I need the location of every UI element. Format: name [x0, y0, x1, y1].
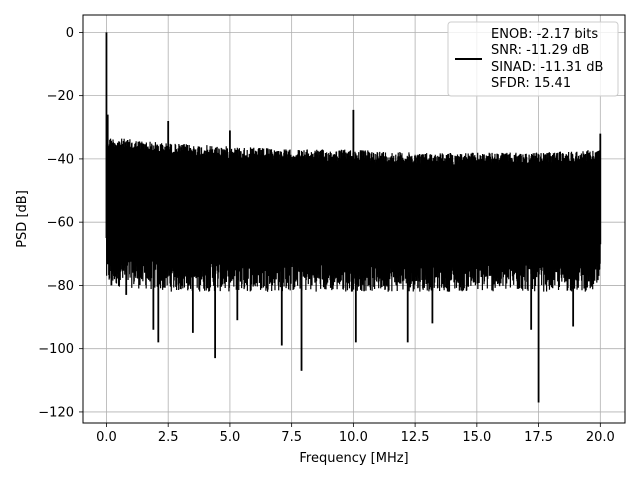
y-tick-label: −100 [38, 342, 74, 357]
plot-area [105, 32, 602, 403]
y-axis-label: PSD [dB] [15, 190, 30, 248]
x-tick-label: 15.0 [462, 430, 491, 445]
legend: ENOB: -2.17 bits SNR: -11.29 dB SINAD: -… [447, 21, 619, 97]
x-tick-label: 10.0 [339, 430, 368, 445]
x-tick-label: 12.5 [401, 430, 430, 445]
y-tick-label: −120 [38, 405, 74, 420]
ticks: 0.0 2.5 5.0 7.5 10.0 12.5 15.0 17.5 20.0 0 −20 −40 −… [38, 26, 615, 445]
x-tick-label: 5.0 [220, 430, 241, 445]
y-tick-label: −20 [47, 89, 74, 104]
x-axis-label: Frequency [MHz] [299, 451, 408, 466]
y-tick-label: 0 [66, 26, 74, 41]
x-tick-label: 0.0 [96, 430, 117, 445]
x-tick-label: 20.0 [586, 430, 615, 445]
legend-box [447, 21, 619, 97]
legend-entry-snr: SNR: -11.29 dB [491, 43, 589, 58]
legend-entry-sfdr: SFDR: 15.41 [491, 76, 571, 91]
x-tick-label: 2.5 [158, 430, 179, 445]
legend-entry-sinad: SINAD: -11.31 dB [491, 60, 603, 75]
y-tick-label: −60 [47, 216, 74, 231]
legend-entry-enob: ENOB: -2.17 bits [491, 27, 598, 42]
x-tick-label: 7.5 [281, 430, 302, 445]
y-tick-label: −80 [47, 279, 74, 294]
x-tick-label: 17.5 [524, 430, 553, 445]
axes-frame [82, 14, 626, 424]
y-tick-label: −40 [47, 152, 74, 167]
